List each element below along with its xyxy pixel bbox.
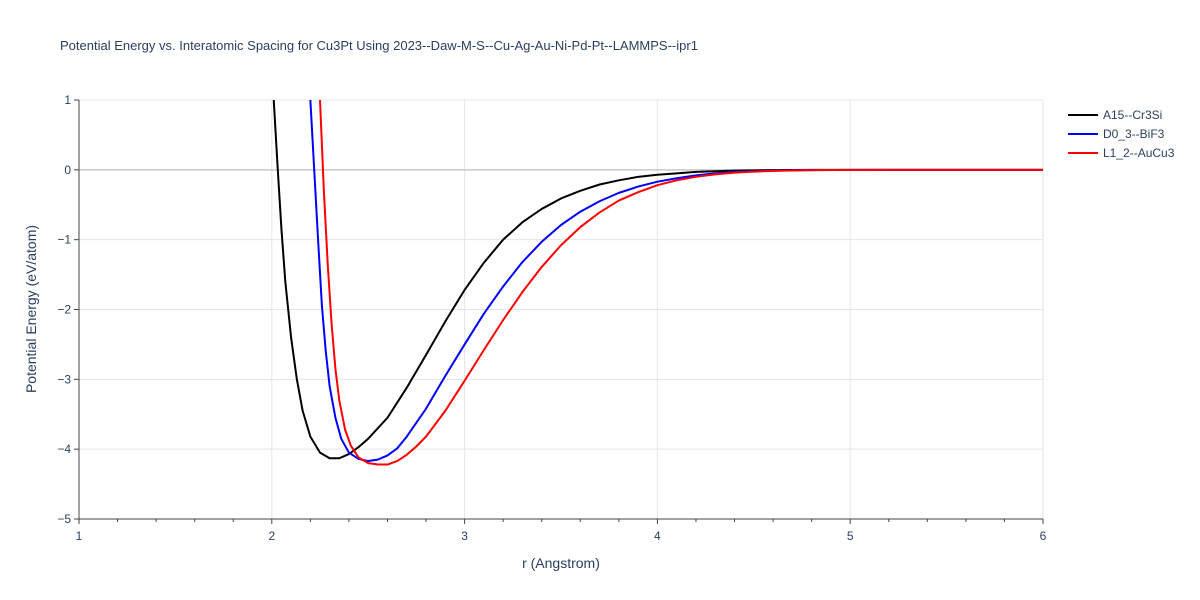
y-tick-label: 0 <box>64 163 71 177</box>
series-line-l1-2-aucu3[interactable] <box>319 100 1043 466</box>
x-tick-label: 5 <box>847 529 854 543</box>
y-tick-label: −3 <box>57 372 71 386</box>
x-tick-label: 3 <box>461 529 468 543</box>
plot-layer <box>272 100 1043 466</box>
y-tick-label: 1 <box>64 93 71 107</box>
axes-layer: 1 2 3 4 5 6 −5 −4 −3 −2 −1 0 1 <box>57 93 1046 543</box>
legend-item-l1-2-aucu3[interactable]: L1_2--AuCu3 <box>1068 146 1175 160</box>
legend-label: L1_2--AuCu3 <box>1103 146 1175 160</box>
x-tick-label: 2 <box>268 529 275 543</box>
legend-label: D0_3--BiF3 <box>1103 127 1165 141</box>
x-tick-label: 4 <box>654 529 661 543</box>
y-tick-label: −2 <box>57 303 71 317</box>
x-axis-title: r (Angstrom) <box>522 555 600 571</box>
legend[interactable]: A15--Cr3Si D0_3--BiF3 L1_2--AuCu3 <box>1068 108 1175 160</box>
y-tick-label: −5 <box>57 512 71 526</box>
x-tick-label: 1 <box>76 529 83 543</box>
y-tick-label: −1 <box>57 233 71 247</box>
legend-item-a15-cr3si[interactable]: A15--Cr3Si <box>1068 108 1162 122</box>
series-group <box>272 100 1043 466</box>
y-tick-label: −4 <box>57 442 71 456</box>
legend-label: A15--Cr3Si <box>1103 108 1162 122</box>
chart-title: Potential Energy vs. Interatomic Spacing… <box>60 38 698 53</box>
legend-item-d0-3-bif3[interactable]: D0_3--BiF3 <box>1068 127 1165 141</box>
x-tick-label: 6 <box>1040 529 1047 543</box>
y-axis-title: Potential Energy (eV/atom) <box>23 225 39 393</box>
